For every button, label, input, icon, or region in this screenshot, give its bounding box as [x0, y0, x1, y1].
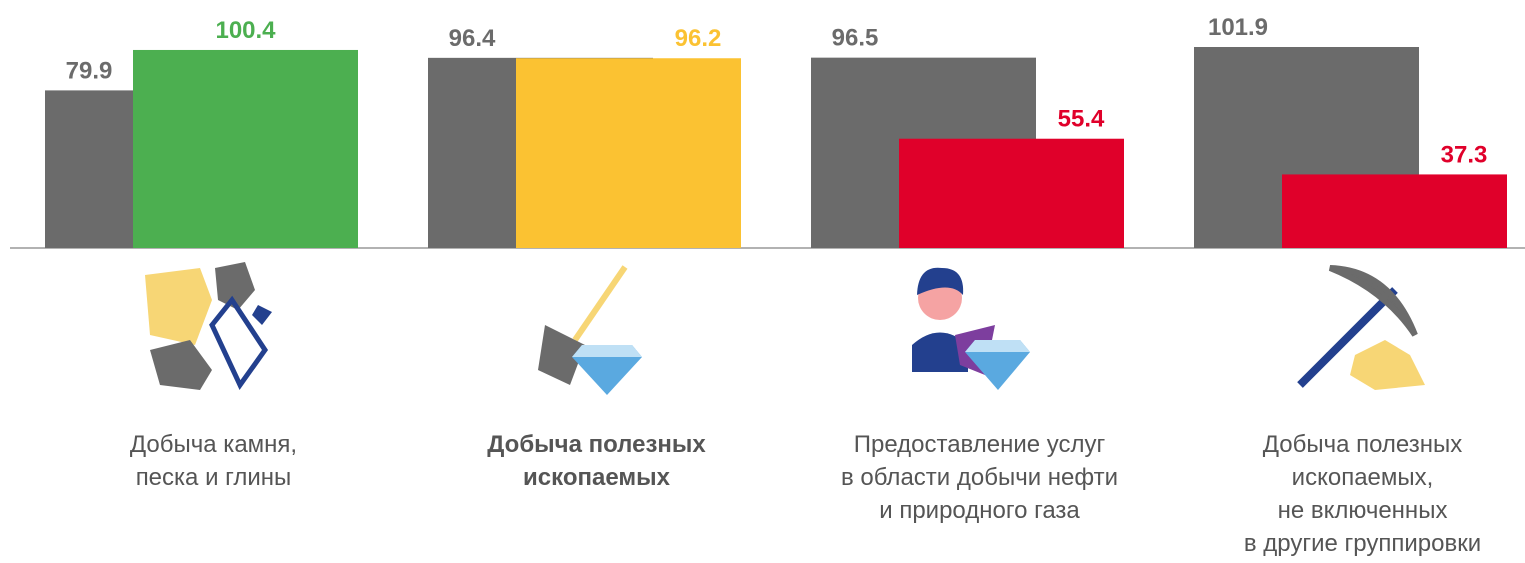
category-label: Предоставление услуг в области добычи не…: [841, 431, 1118, 524]
icon-shovel: [538, 265, 642, 395]
value-label: 96.4: [449, 25, 496, 52]
bar: [516, 58, 741, 248]
icon-pickaxe: [1297, 265, 1425, 390]
value-label: 37.3: [1441, 141, 1488, 168]
value-label: 96.2: [675, 25, 722, 52]
bar: [1282, 174, 1507, 248]
category-label: Добыча камня, песка и глины: [129, 431, 298, 491]
category-label: Добыча полезных ископаемых, не включенны…: [1243, 431, 1482, 557]
bar: [133, 49, 358, 248]
value-label: 96.5: [832, 25, 879, 52]
icon-stones: [145, 262, 272, 390]
value-label: 100.4: [215, 17, 276, 44]
icon-person: [912, 267, 1030, 390]
value-label: 101.9: [1208, 14, 1268, 41]
value-label: 79.9: [66, 57, 113, 84]
bar: [899, 138, 1124, 248]
value-label: 55.4: [1058, 106, 1105, 133]
category-label: Добыча полезных ископаемых: [487, 431, 706, 491]
